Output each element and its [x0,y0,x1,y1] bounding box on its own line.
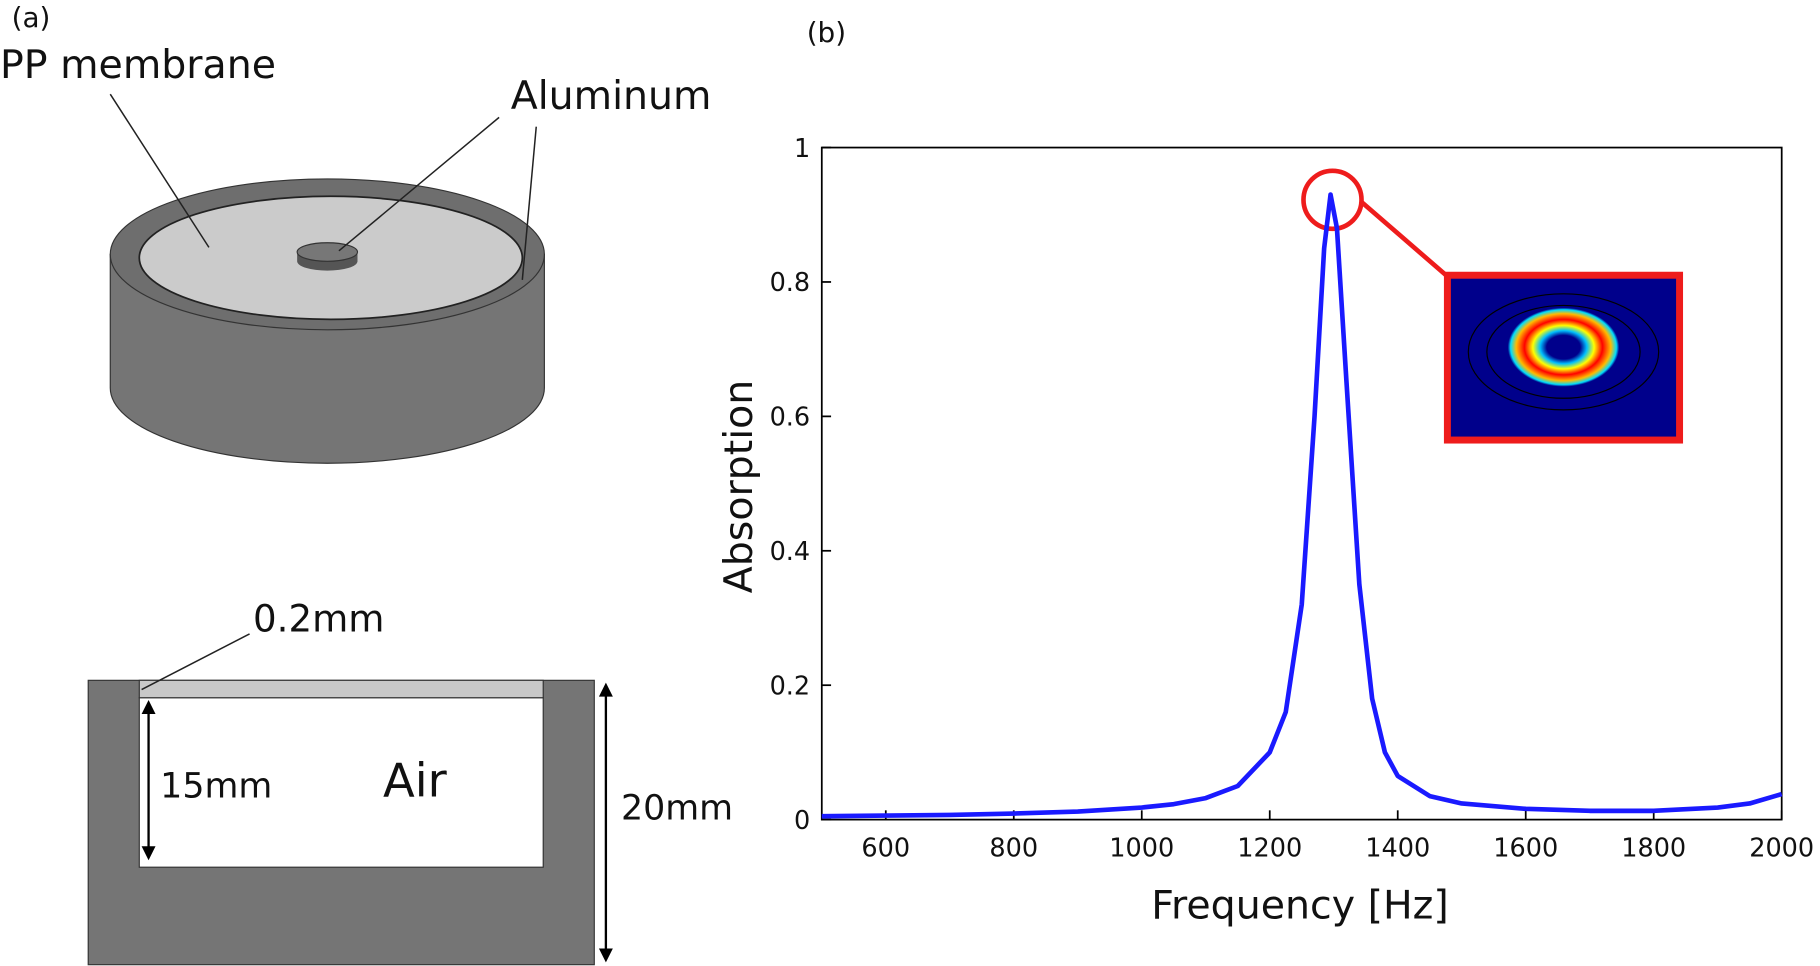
mass-label: Aluminum [511,73,712,119]
y-tick-label: 0.4 [770,537,811,567]
x-tick-label: 1200 [1237,834,1302,864]
x-axis-label: Frequency [Hz] [1151,882,1449,928]
cylinder [109,93,545,464]
inset [1301,168,1684,444]
x-tick-label: 1400 [1365,834,1430,864]
y-tick-label: 0 [794,806,810,836]
x-tick-label: 2000 [1749,834,1814,864]
panel-label: (b) [807,16,846,49]
x-tick-label: 1800 [1621,834,1686,864]
x-tick-label: 600 [861,834,910,864]
y-axis-label: Absorption [716,380,762,594]
plot-frame [820,146,1783,821]
x-tick-label: 1600 [1493,834,1558,864]
x-tick-label: 800 [989,834,1038,864]
cross-section [87,633,613,966]
y-tick-label: 0.2 [770,671,811,701]
panel-label: (a) [12,1,51,34]
membrane-label: PP membrane [0,42,276,88]
thickness-label: 0.2mm [253,598,384,641]
total-depth-label: 20mm [621,789,733,829]
depth-label: 15mm [160,767,272,807]
cavity-label: Air [383,753,448,807]
y-tick-label: 0.6 [770,403,811,433]
x-tick-label: 1000 [1109,834,1174,864]
y-tick-label: 1 [794,134,810,164]
line-series [821,192,1783,819]
y-tick-label: 0.8 [770,268,811,298]
